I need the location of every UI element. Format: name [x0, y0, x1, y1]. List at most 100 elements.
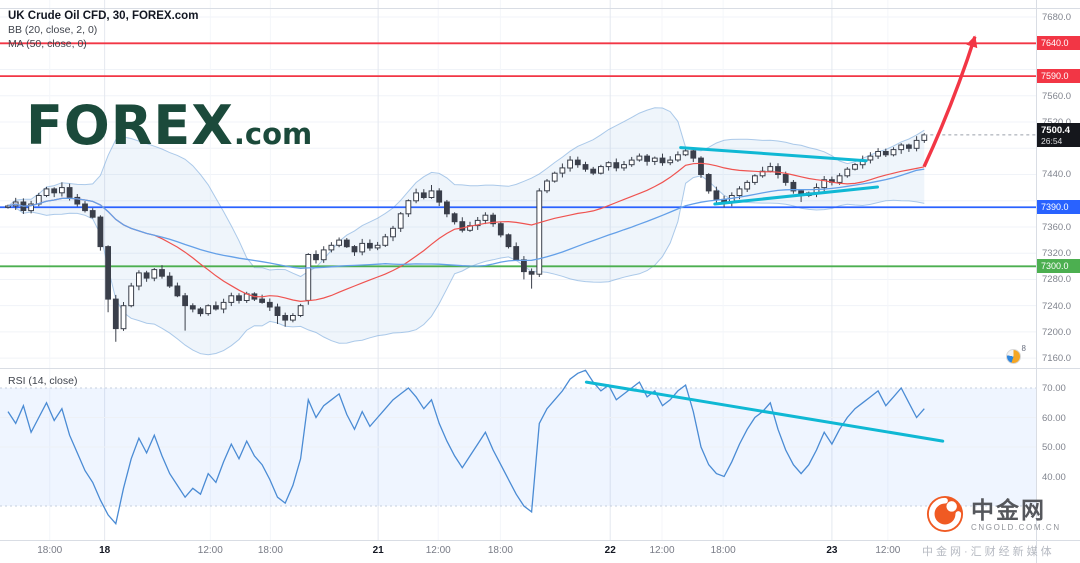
candle: [428, 190, 435, 198]
candle: [382, 236, 389, 246]
candle: [228, 295, 235, 303]
candle: [282, 315, 289, 321]
rsi-trendline[interactable]: [584, 380, 945, 443]
rsi-grid: [49, 368, 889, 540]
candle: [559, 167, 566, 174]
candle: [590, 168, 597, 174]
candle: [213, 305, 219, 310]
forex-watermark: FOREX .com: [26, 94, 312, 157]
candle: [343, 239, 350, 248]
bb-basis-line: [7, 162, 925, 303]
candle: [497, 223, 504, 236]
candle: [682, 150, 689, 156]
candle: [66, 187, 73, 198]
candle: [890, 149, 897, 156]
rsi-pane[interactable]: [0, 368, 1036, 540]
candle: [644, 155, 651, 162]
price-axis-label: 7520.0: [1042, 117, 1071, 128]
candle: [59, 187, 65, 194]
candle: [397, 213, 404, 229]
candle: [159, 269, 165, 277]
candle: [105, 246, 111, 300]
trendline[interactable]: [679, 146, 868, 163]
candle: [744, 181, 751, 190]
forex-wordmark: FOREX: [26, 94, 234, 157]
candle: [413, 192, 420, 202]
candle: [567, 159, 574, 169]
candle: [536, 190, 543, 275]
candle: [136, 272, 142, 287]
candle: [767, 166, 774, 172]
candle: [544, 180, 550, 192]
candle: [705, 174, 712, 192]
candle: [174, 285, 181, 297]
level-badge: 7300.0: [1037, 259, 1080, 274]
forex-suffix: .com: [233, 117, 313, 151]
candle: [274, 306, 281, 316]
time-axis-border: [0, 540, 1080, 541]
bar-countdown: 26:54: [1041, 135, 1063, 146]
candle: [605, 162, 612, 168]
price-axis-label: 7200.0: [1042, 326, 1072, 338]
candle: [220, 301, 227, 310]
candle: [451, 213, 458, 223]
last-price: 7500.4: [1041, 124, 1071, 136]
rsi-axis-label: 70.00: [1042, 383, 1066, 394]
time-axis-label: 12:00: [425, 545, 451, 556]
price-pane[interactable]: [0, 0, 1036, 368]
pane-separator[interactable]: [0, 368, 1080, 369]
candle: [112, 298, 119, 330]
chart-top-border: [0, 8, 1080, 9]
candle: [598, 166, 604, 174]
bollinger-fill: [8, 107, 925, 355]
candle: [305, 254, 312, 301]
price-axis-label: 7440.0: [1042, 169, 1072, 181]
candle: [490, 214, 497, 225]
indicator-rsi[interactable]: RSI (14, close): [8, 375, 78, 387]
candle: [297, 305, 304, 317]
candle: [852, 164, 858, 170]
candle: [790, 181, 797, 192]
price-axis-label: 7360.0: [1042, 221, 1072, 233]
bollinger-upper: [7, 107, 925, 278]
indicator-ma[interactable]: MA (50, close, 0): [8, 38, 87, 50]
chart-legend: UK Crude Oil CFD, 30, FOREX.com BB (20, …: [8, 10, 198, 50]
candle: [143, 272, 150, 279]
price-axis-border: [1036, 0, 1037, 563]
candle: [390, 227, 396, 238]
candle: [259, 298, 266, 303]
candle: [582, 164, 589, 170]
trendline[interactable]: [713, 185, 879, 206]
calendar-event-icon[interactable]: 8: [1006, 344, 1026, 364]
price-axis[interactable]: 7500.4 26:54 7680.0 7560.0 7520.0 7440.0 736…: [1037, 0, 1080, 563]
candle: [120, 305, 127, 330]
candle: [713, 190, 720, 200]
candle: [875, 151, 882, 157]
symbol-title[interactable]: UK Crude Oil CFD, 30, FOREX.com: [8, 10, 199, 22]
candle: [290, 315, 296, 321]
candle: [752, 175, 758, 183]
candle: [474, 219, 481, 227]
candle: [844, 168, 851, 177]
candle: [459, 221, 466, 231]
price-axis-label: 7680.0: [1042, 12, 1072, 24]
candle: [775, 166, 781, 176]
candle: [882, 151, 889, 156]
time-axis-label: 21: [372, 545, 384, 556]
candle: [236, 295, 242, 301]
candle: [482, 214, 489, 221]
time-axis[interactable]: 18:00 18 12:00 18:00 21 12:00 18:00 22 12:00 18:0…: [0, 540, 1036, 563]
time-axis-label: 18:00: [487, 545, 513, 556]
price-axis-label: 7280.0: [1042, 274, 1072, 286]
indicator-bb[interactable]: BB (20, close, 2, 0): [8, 24, 98, 36]
candle: [43, 188, 50, 196]
rsi-line: [7, 369, 925, 526]
level-badge: 7640.0: [1037, 36, 1080, 51]
time-axis-label: 12:00: [197, 545, 223, 556]
cngold-domain: CNGOLD.COM.CN: [971, 522, 1061, 532]
candle: [636, 155, 643, 161]
breakout-arrow[interactable]: [922, 35, 978, 168]
candle: [374, 244, 381, 249]
candle: [736, 188, 743, 196]
